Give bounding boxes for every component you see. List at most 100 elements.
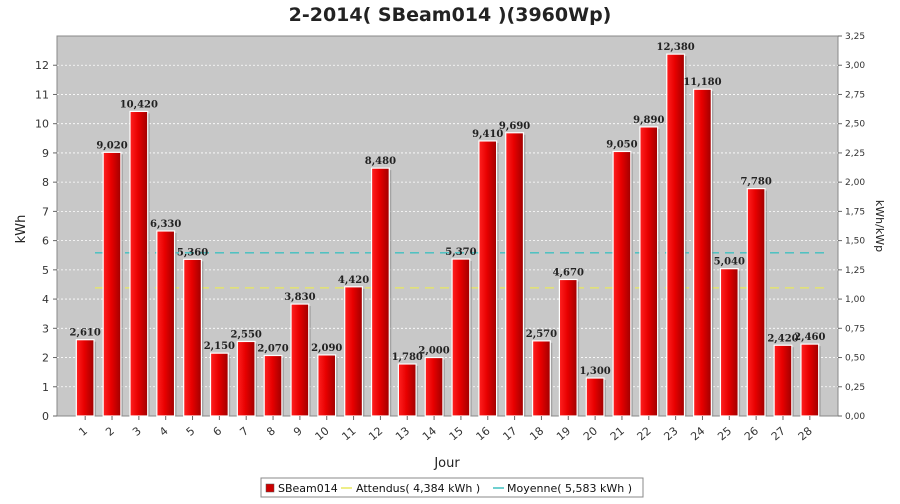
data-label: 8,480 <box>365 156 396 167</box>
x-tick-label: 23 <box>661 424 680 443</box>
data-label: 5,360 <box>177 247 208 258</box>
bar <box>263 354 283 417</box>
y-right-tick-label: 1,50 <box>845 237 865 247</box>
data-label: 10,420 <box>120 99 158 110</box>
y-right-tick-label: 3,25 <box>845 32 865 42</box>
y-right-tick-label: 0,00 <box>845 412 865 422</box>
y-tick-label: 8 <box>42 176 49 189</box>
y-right-tick-label: 1,75 <box>845 207 865 217</box>
bar <box>129 110 149 417</box>
x-tick-label: 3 <box>130 424 144 438</box>
data-label: 4,420 <box>338 275 369 286</box>
x-tick-label: 4 <box>157 424 171 438</box>
bar <box>505 132 525 417</box>
data-label: 2,090 <box>311 343 342 354</box>
y-tick-label: 7 <box>42 205 49 218</box>
y-right-tick-label: 1,00 <box>845 295 865 305</box>
x-tick-label: 10 <box>313 424 332 443</box>
y-right-tick-label: 2,00 <box>845 178 865 188</box>
x-tick-label: 5 <box>184 424 198 438</box>
bar <box>693 88 712 417</box>
data-label: 9,890 <box>633 115 664 126</box>
bar <box>800 343 820 417</box>
data-label: 11,180 <box>683 77 721 88</box>
x-tick-label: 13 <box>393 424 412 443</box>
bar <box>290 303 310 417</box>
data-label: 9,020 <box>96 140 127 151</box>
x-tick-label: 1 <box>76 424 90 438</box>
data-label: 3,830 <box>284 292 315 303</box>
data-label: 2,000 <box>418 346 449 357</box>
bar <box>317 354 337 417</box>
y-tick-label: 11 <box>35 88 49 101</box>
x-tick-label: 9 <box>291 424 305 438</box>
x-axis-label: Jour <box>433 456 460 471</box>
bar <box>75 339 95 417</box>
data-label: 5,370 <box>445 247 476 258</box>
data-label: 2,420 <box>767 333 798 344</box>
bar <box>344 286 364 417</box>
data-label: 9,050 <box>606 139 637 150</box>
legend-series-label: SBeam014 <box>278 482 338 495</box>
bar <box>719 268 739 417</box>
bars <box>75 53 821 417</box>
data-label: 9,690 <box>499 121 530 132</box>
data-label: 6,330 <box>150 219 181 230</box>
y-right-tick-label: 0,50 <box>845 354 865 364</box>
x-tick-label: 16 <box>474 424 493 443</box>
data-label: 2,460 <box>794 332 825 343</box>
bar <box>746 187 766 417</box>
chart-title: 2-2014( SBeam014 )(3960Wp) <box>289 4 612 26</box>
data-label: 5,040 <box>714 257 745 268</box>
x-tick-label: 19 <box>554 424 573 443</box>
data-label: 9,410 <box>472 129 503 140</box>
bar <box>478 140 498 417</box>
x-tick-label: 22 <box>635 424 654 443</box>
x-tick-label: 8 <box>264 424 278 438</box>
data-label: 2,610 <box>70 328 101 339</box>
legend-box <box>260 477 644 498</box>
bar <box>236 340 256 417</box>
bar <box>209 352 229 417</box>
legend-moyenne-label: Moyenne( 5,583 kWh ) <box>507 482 632 495</box>
data-label: 7,780 <box>740 177 771 188</box>
x-tick-label: 28 <box>796 424 815 443</box>
bar <box>531 340 551 417</box>
legend: SBeam014 Attendus( 4,384 kWh ) Moyenne( … <box>260 477 644 498</box>
x-tick-label: 26 <box>742 424 761 443</box>
y-right-tick-label: 0,25 <box>845 383 865 393</box>
y-tick-label: 12 <box>35 59 49 72</box>
y-tick-label: 0 <box>42 410 49 423</box>
y-axis-right: 0,00 0,25 0,50 0,75 1,00 1,25 1,50 1,75 2,00 2,25… <box>838 32 865 422</box>
bar <box>102 151 122 417</box>
bar <box>585 377 605 417</box>
x-tick-label: 6 <box>211 424 225 438</box>
data-label: 1,300 <box>579 366 610 377</box>
x-tick-label: 15 <box>447 424 466 443</box>
bar <box>183 258 202 417</box>
y-right-tick-label: 0,75 <box>845 324 865 334</box>
y-tick-label: 3 <box>42 322 49 335</box>
y-tick-label: 2 <box>42 352 49 365</box>
x-tick-label: 25 <box>715 424 734 443</box>
bar <box>370 167 390 417</box>
x-tick-label: 11 <box>339 424 358 443</box>
x-tick-label: 21 <box>608 424 627 443</box>
legend-attendus-label: Attendus( 4,384 kWh ) <box>356 482 480 495</box>
y-right-tick-label: 2,25 <box>845 149 865 159</box>
x-tick-label: 20 <box>581 424 600 443</box>
y-right-tick-label: 2,75 <box>845 90 865 100</box>
y-tick-label: 1 <box>42 381 49 394</box>
data-label: 2,150 <box>204 341 235 352</box>
x-tick-label: 17 <box>500 424 519 443</box>
y-tick-label: 5 <box>42 264 49 277</box>
x-tick-label: 2 <box>103 424 117 438</box>
y-tick-label: 4 <box>42 293 49 306</box>
y-tick-label: 9 <box>42 147 49 160</box>
data-label: 2,550 <box>231 329 262 340</box>
bar <box>666 53 686 417</box>
legend-swatch-series <box>265 483 275 493</box>
data-label: 12,380 <box>656 42 694 53</box>
